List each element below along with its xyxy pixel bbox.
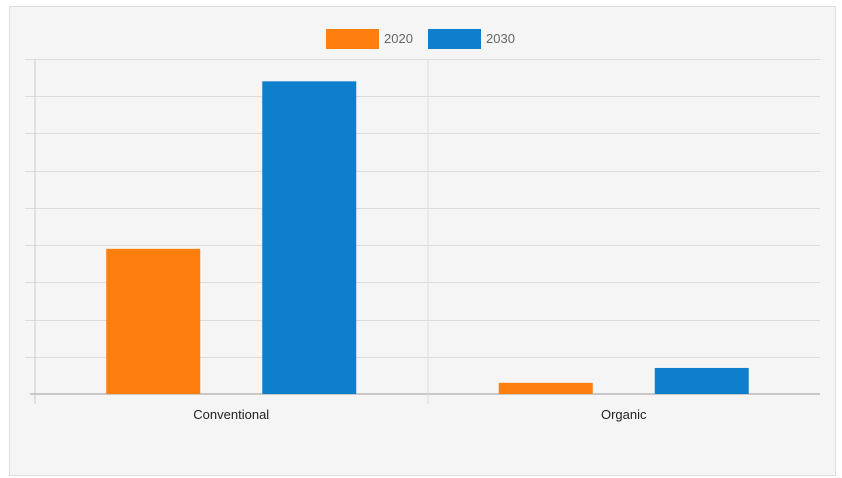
bar-2030-conventional [262, 81, 357, 394]
legend-swatch-2020 [326, 29, 379, 49]
bars [106, 81, 749, 394]
x-tick-label: Organic [601, 407, 647, 422]
chart-frame [9, 6, 836, 476]
legend: 2020 2030 [326, 29, 515, 49]
legend-label-2020: 2020 [384, 31, 413, 46]
legend-swatch-2030 [428, 29, 481, 49]
x-tick-label: Conventional [193, 407, 269, 422]
x-tick-labels: Conventional Organic [193, 407, 647, 422]
bar-2020-organic [498, 382, 593, 394]
bar-2020-conventional [106, 248, 201, 394]
legend-label-2030: 2030 [486, 31, 515, 46]
bar-2030-organic [654, 367, 749, 394]
